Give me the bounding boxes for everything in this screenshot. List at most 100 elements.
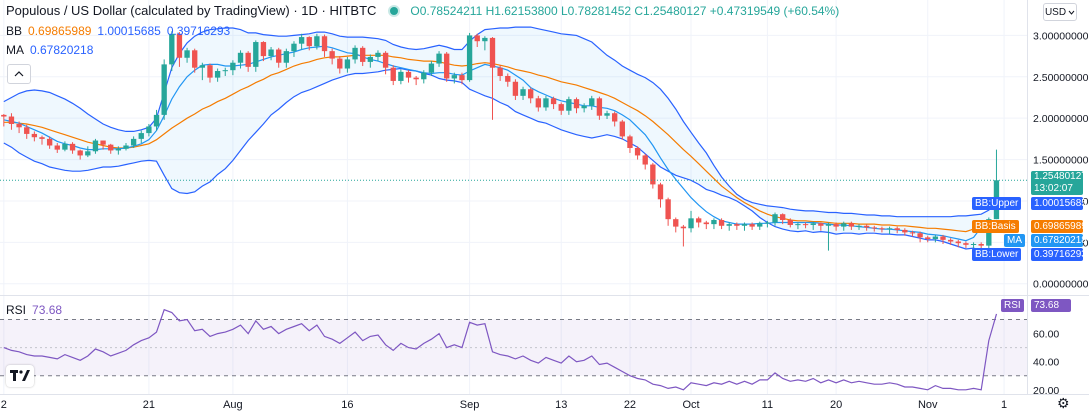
candle-body (230, 62, 236, 71)
ma-value: 0.67820218 (30, 43, 94, 57)
x-tick-label: 20 (830, 399, 842, 411)
candle-body (925, 237, 931, 240)
candle-body (543, 98, 549, 108)
candle-body (474, 35, 480, 42)
rsi-legend-value: 73.68 (32, 303, 63, 317)
candle-body (726, 224, 732, 226)
bb-lower-value: 0.39716293 (166, 24, 231, 38)
candle-body (718, 219, 725, 226)
candle-body (306, 37, 312, 47)
candle-body (85, 151, 91, 156)
candle-body (848, 223, 855, 227)
candle-body (253, 42, 259, 67)
candle-body (978, 243, 984, 246)
candle-body (573, 99, 580, 109)
candle-body (734, 224, 740, 226)
candle-body (871, 227, 877, 229)
tradingview-logo-icon (10, 370, 30, 381)
last-price-tag: 1.25480127 13:02:07 (1031, 171, 1087, 195)
x-tick-label: 21 (143, 399, 155, 411)
candle-body (69, 143, 76, 151)
candle-body (703, 222, 709, 225)
candle-body (802, 224, 809, 226)
candle-body (444, 53, 450, 79)
candle-body (237, 52, 244, 63)
x-tick-label: Aug (223, 399, 243, 411)
candle-body (764, 222, 771, 224)
bb-upper-line (3, 26, 997, 218)
candle-body (276, 49, 282, 63)
candle-body (245, 52, 251, 67)
candle-countdown: 13:02:07 (1034, 183, 1073, 194)
candle-body (329, 51, 335, 59)
gear-icon[interactable]: ⚙ (1057, 395, 1070, 411)
market-status-icon (390, 6, 399, 15)
candle-body (283, 51, 290, 63)
candle-body (779, 214, 786, 220)
candle-body (795, 224, 801, 226)
candle-body (886, 228, 893, 230)
candle-body (16, 123, 22, 128)
rsi-legend[interactable]: RSI 73.68 (6, 303, 62, 317)
bb-legend[interactable]: BB 0.69865989 1.00015685 0.39716293 (6, 24, 230, 38)
x-tick-label: Sep (460, 399, 480, 411)
candle-body (421, 72, 427, 80)
candle-body (1, 114, 7, 117)
candle-body (360, 47, 366, 62)
candle-body (214, 71, 221, 78)
candle-body (405, 71, 412, 78)
candle-body (115, 148, 122, 151)
chevron-up-icon (14, 71, 24, 77)
ma-legend[interactable]: MA 0.67820218 (6, 43, 93, 57)
x-tick-label: 22 (624, 399, 636, 411)
candle-body (207, 65, 213, 78)
candle-body (512, 81, 519, 96)
candle-body (482, 37, 488, 42)
candle-body (566, 99, 572, 111)
collapse-legend-button[interactable] (7, 64, 31, 84)
tradingview-logo[interactable] (6, 365, 34, 387)
candle-body (108, 144, 114, 151)
bb-lower-tag-label: BB:Lower (972, 248, 1022, 261)
candle-body (749, 224, 755, 227)
candle-body (650, 164, 656, 185)
rsi-tick-label: 60.00 (1033, 329, 1059, 341)
candle-body (123, 145, 129, 149)
candle-body (627, 136, 633, 148)
candle-body (428, 63, 435, 73)
currency-selector[interactable]: USD (1043, 3, 1077, 21)
candle-body (199, 65, 206, 68)
candle-body (62, 143, 68, 150)
candle-body (642, 155, 648, 165)
symbol-title[interactable]: Populous / US Dollar (calculated by Trad… (6, 3, 377, 18)
candle-body (451, 75, 457, 79)
candle-body (291, 43, 297, 52)
candle-body (39, 137, 45, 139)
candle-body (909, 232, 916, 234)
candle-body (161, 64, 167, 115)
candle-body (940, 236, 946, 240)
candle-body (459, 75, 465, 81)
candle-body (902, 229, 908, 233)
candle-body (963, 243, 969, 245)
rsi-legend-label: RSI (6, 303, 27, 317)
rsi-line (3, 308, 998, 391)
candle-body (535, 98, 541, 108)
candle-body (528, 89, 534, 99)
currency-label: USD (1044, 6, 1067, 18)
x-tick-label: 13 (555, 399, 567, 411)
price-tick-label: 1.50000000 (1033, 155, 1089, 167)
ma-legend-label: MA (6, 43, 24, 57)
rsi-tag-label: RSI (1001, 299, 1024, 312)
candle-body (146, 126, 152, 134)
candle-body (879, 228, 885, 230)
candle-body (77, 150, 83, 156)
candle-body (695, 218, 702, 223)
candle-body (268, 49, 274, 57)
candle-body (604, 113, 610, 116)
x-tick-label: 1 (1001, 399, 1007, 411)
x-tick-label: 11 (762, 399, 773, 411)
candle-body (970, 243, 977, 245)
candle-body (367, 56, 374, 62)
